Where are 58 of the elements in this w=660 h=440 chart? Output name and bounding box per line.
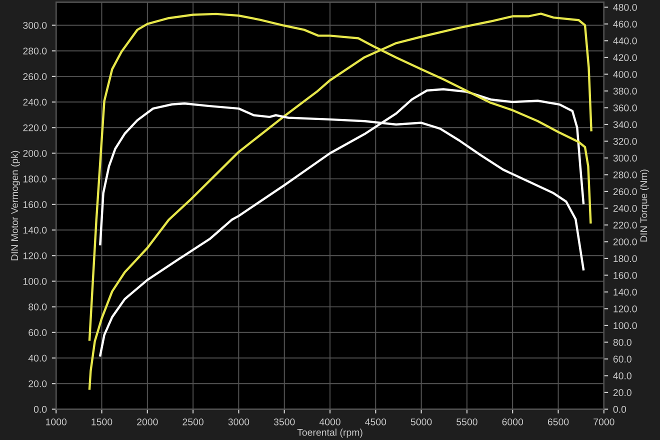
x-tick-label: 6500 [548,418,569,426]
x-tick-label: 2500 [182,418,204,426]
y-tick-label: 160.0 [23,201,47,208]
y-tick-label: 40.0 [28,354,47,362]
y-tick-label: 280.0 [23,48,47,54]
y2-tick-label: 340.0 [613,121,637,128]
y-tick-label: 0.0 [34,406,47,413]
y2-tick-label: 20.0 [613,389,632,396]
y2-tick-label: 300.0 [613,154,637,162]
y-tick-label: 180.0 [23,176,47,182]
y2-tick-label: 320.0 [613,138,637,145]
y2-tick-label: 460.0 [613,20,637,28]
y2-tick-label: 480.0 [613,4,637,11]
y2-tick-label: 240.0 [613,204,637,212]
y2-tick-label: 160.0 [614,272,637,279]
y-tick-label: 20.0 [28,380,47,388]
y2-tick-label: 100.0 [614,322,637,330]
x-tick-label: 7000 [594,418,614,426]
y2-tick-label: 280.0 [613,171,637,178]
y-tick-label: 220.0 [23,124,47,132]
y2-tick-label: 380.0 [613,88,637,95]
x-tick-label: 4500 [365,418,386,426]
y2-tick-label: 80.0 [613,338,632,346]
y-tick-label: 260.0 [23,73,47,80]
y2-tick-label: 60.0 [613,356,632,363]
y-tick-label: 60.0 [28,329,47,336]
x-tick-label: 5000 [410,418,432,426]
y-tick-label: 300.0 [23,22,47,29]
y2-tick-label: 420.0 [613,54,637,62]
y2-axis-title: DIN Torque (Nm) [640,170,650,242]
y-tick-label: 200.0 [23,150,47,157]
x-tick-label: 2000 [137,418,158,426]
x-tick-label: 1000 [46,418,67,426]
x-tick-label: 5500 [456,418,478,426]
y-tick-label: 80.0 [28,304,47,310]
y2-tick-label: 260.0 [613,188,637,196]
y2-tick-label: 360.0 [613,104,637,112]
x-tick-label: 6000 [502,418,524,426]
y2-tick-label: 120.0 [614,305,637,312]
y2-tick-label: 440.0 [613,37,637,44]
x-tick-label: 3000 [228,418,250,426]
y2-tick-label: 200.0 [613,238,637,246]
y2-tick-label: 180.0 [614,255,637,262]
y-tick-label: 100.0 [23,278,47,285]
y-tick-label: 120.0 [23,252,47,260]
y-axis-title: DIN Motor Vermogen (pk) [10,150,20,260]
x-axis-title: Toerental (rpm) [297,428,362,438]
y2-tick-label: 400.0 [613,70,637,78]
y2-tick-label: 140.0 [614,288,637,296]
y2-tick-label: 220.0 [613,222,637,229]
y-tick-label: 140.0 [23,226,47,234]
y2-tick-label: 0.0 [613,406,626,413]
x-tick-label: 1500 [92,418,112,426]
y-tick-label: 240.0 [23,98,47,106]
y2-tick-label: 40.0 [613,372,632,380]
line-series [99,88,585,357]
x-tick-label: 4000 [319,418,340,426]
x-tick-label: 3500 [274,418,295,426]
